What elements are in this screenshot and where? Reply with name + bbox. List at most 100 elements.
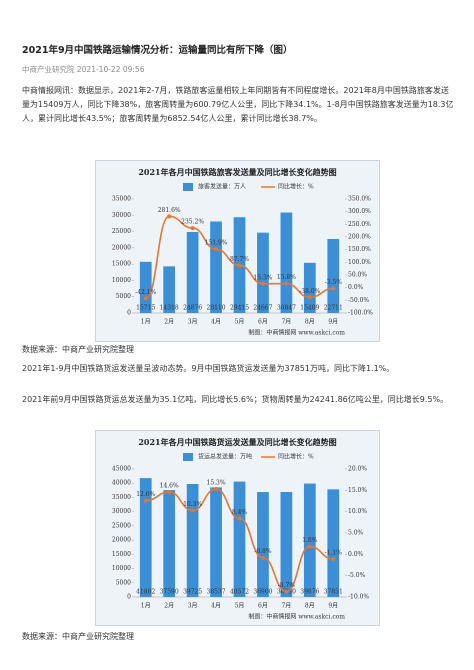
bar-label: 22711 [324,305,343,312]
data-label: 235.2% [181,219,204,226]
y2-tick-label: -10.0% [348,594,369,601]
y-tick-label: 0 [127,594,131,601]
x-tick-label: 7月 [281,603,291,610]
y2-tick-label: 0.0% [348,551,364,558]
x-tick-label: 3月 [188,603,198,610]
article-title: 2021年9月中国铁路运输情况分析：运输量同比有所下降（图） [22,45,293,56]
legend-label: 同比增长：% [278,453,314,461]
y2-tick-label: 5.0% [348,530,364,537]
chart-note: 制图：中商情报网 www.askci.com [248,613,345,621]
y-tick-label: 35000 [112,494,131,501]
bar [233,481,246,597]
x-tick-label: 3月 [188,319,198,326]
point [260,555,265,560]
legend-label: 同比增长：% [278,183,314,191]
bar [303,262,316,313]
x-tick-label: 2月 [164,319,174,326]
y2-tick-label: 0.0% [348,284,364,291]
bar-label: 38537 [207,589,226,596]
bar-label: 15409 [300,305,319,312]
y2-tick-label: 100.0% [348,259,371,266]
data-label: -8.7% [278,582,296,589]
y2-tick-label: -100.0% [348,310,373,317]
legend-swatch [183,183,193,191]
data-label: 8.4% [232,509,248,516]
bar [257,492,269,597]
point [284,281,289,286]
y2-tick-label: 20.0% [348,466,367,473]
bar-label: 41802 [136,589,155,596]
point [190,226,195,231]
bar-label: 24667 [253,305,272,312]
legend-label: 旅客发送量：万人 [198,183,246,191]
data-label: 14.6% [160,483,179,490]
data-label: 10.3% [183,501,202,508]
x-tick-label: 6月 [258,319,268,326]
data-label: 15.3% [207,480,226,487]
bar-label: 29415 [230,305,249,312]
y2-tick-label: 200.0% [348,234,371,241]
bar-label: 37851 [324,589,343,596]
x-tick-label: 6月 [258,603,268,610]
y-tick-label: 40000 [112,480,131,487]
source: 数据来源：中商产业研究院整理 [22,345,134,354]
data-label: 15.3% [253,274,272,281]
bar-label: 15715 [136,305,155,312]
y2-tick-label: 150.0% [348,246,371,253]
bar [257,232,269,313]
x-tick-label: 5月 [235,603,245,610]
legend-swatch [183,453,193,461]
bar-label: 40572 [230,589,249,596]
y-tick-label: 5000 [116,293,131,300]
point [190,508,195,513]
data-label: -38.0% [299,288,320,295]
paragraph: 2021年前9月中国铁路货运总发送量为35.1亿吨，同比增长5.6%；货物周转量… [22,395,449,404]
data-label: 151.9% [205,240,228,247]
point [237,516,242,521]
y2-tick-label: 15.0% [348,487,367,494]
point [260,281,265,286]
y2-tick-label: 300.0% [348,208,371,215]
y2-tick-label: -5.0% [348,572,366,579]
x-tick-label: 8月 [305,319,315,326]
data-label: -42.1% [135,289,156,296]
y-tick-label: 45000 [112,466,131,473]
point [214,247,219,252]
bar-label: 37590 [160,589,179,596]
y-tick-label: 5000 [116,579,131,586]
data-label: -3.5% [325,279,343,286]
point [143,498,148,503]
bar [163,266,176,313]
y2-tick-label: 350.0% [348,196,371,203]
bar-label: 39876 [300,589,319,596]
bar [163,490,176,597]
y-tick-label: 20000 [112,537,131,544]
bar [186,484,199,597]
point [237,263,242,268]
data-label: 1.8% [302,537,318,544]
x-tick-label: 4月 [211,603,221,610]
y-tick-label: 30000 [112,212,131,219]
y2-tick-label: 250.0% [348,221,371,228]
y2-tick-label: 10.0% [348,508,367,515]
y-tick-label: 25000 [112,228,131,235]
y-tick-label: 15000 [112,261,131,268]
chart-title: 2021年各月中国铁路货运发送量及同比增长变化趋势图 [138,437,336,447]
point [331,286,336,291]
data-label: -1.1% [325,550,343,557]
paragraph: 中商情报网讯：数据显示，2021年2-7月，铁路旅客运量相较上年同期皆有不同程度… [22,86,454,123]
y-tick-label: 10000 [112,277,131,284]
bar-label: 39725 [183,589,202,596]
bar [327,489,340,597]
bar [327,239,340,313]
y-tick-label: 0 [127,310,131,317]
x-tick-label: 5月 [235,319,245,326]
x-tick-label: 7月 [281,319,291,326]
point [331,557,336,562]
point [167,490,172,495]
bar-label: 14318 [160,305,179,312]
y2-tick-label: -50.0% [348,297,369,304]
x-tick-label: 1月 [141,319,151,326]
